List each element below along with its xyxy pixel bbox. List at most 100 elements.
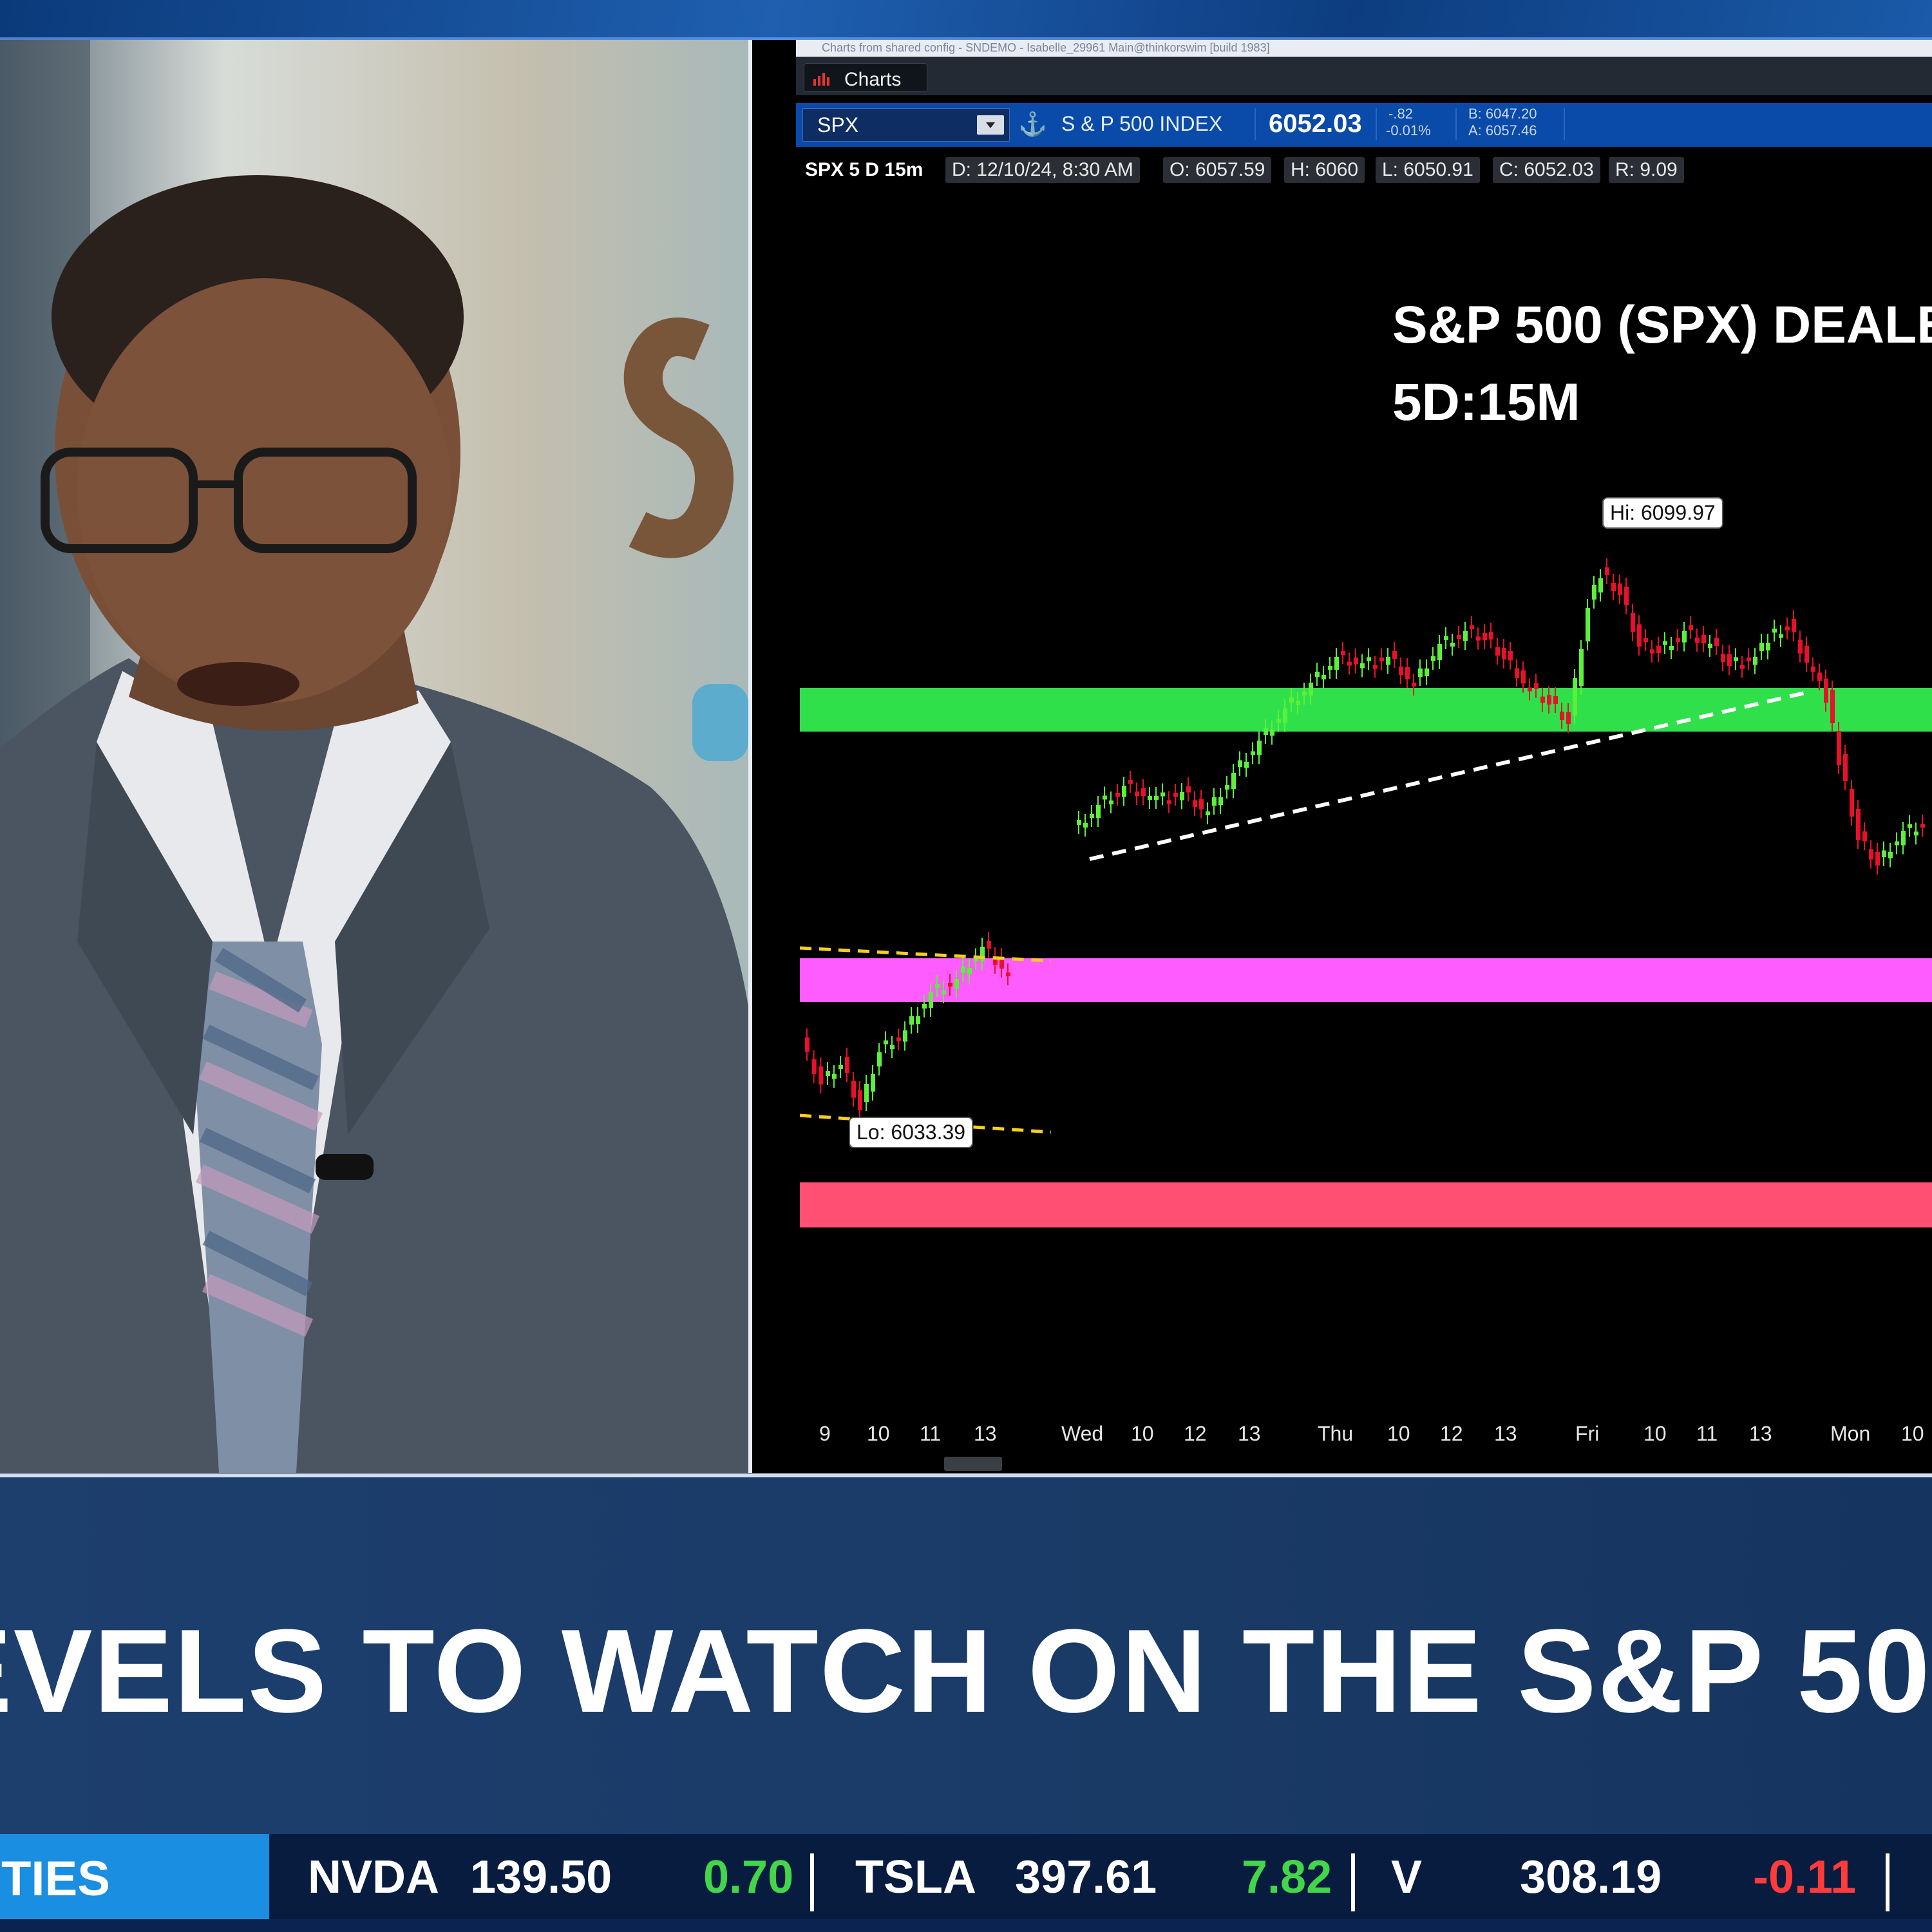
candle-body: [916, 1016, 920, 1024]
candle-body: [1689, 625, 1693, 630]
percent-change: -0.01%: [1386, 122, 1431, 138]
candle-body: [1096, 805, 1101, 818]
candle-body: [1586, 608, 1590, 641]
x-tick: Mon: [1830, 1422, 1871, 1445]
x-tick: 12: [1184, 1422, 1207, 1445]
candle-body: [1914, 831, 1918, 836]
x-tick: 10: [867, 1422, 890, 1445]
candles-group: [805, 558, 1925, 1119]
x-tick: Thu: [1318, 1422, 1354, 1445]
chart-info-bar: SPX 5 D 15m D: 12/10/24, 8:30 AM O: 6057…: [796, 153, 1932, 187]
candle-body: [858, 1090, 862, 1110]
candle-body: [1431, 656, 1435, 661]
candle-body: [896, 1037, 901, 1041]
candle-body: [1218, 797, 1223, 805]
horizontal-scrollbar[interactable]: [944, 1457, 1002, 1471]
ticker-price: 139.50: [470, 1852, 612, 1903]
candle-body: [1231, 773, 1236, 789]
candle-body: [1740, 665, 1745, 669]
link-icon[interactable]: ⚓: [1018, 111, 1047, 137]
candle-body: [1354, 658, 1358, 665]
candle-body: [826, 1071, 830, 1076]
info-range: R: 9.09: [1609, 157, 1684, 183]
candle-body: [1476, 636, 1481, 641]
candle-body: [1895, 841, 1899, 846]
red-zone: [800, 1182, 1932, 1227]
candle-body: [1766, 643, 1770, 650]
candle-body: [1547, 695, 1551, 705]
candle-body: [1212, 797, 1217, 806]
candle-body: [877, 1052, 882, 1066]
candle-body: [1508, 651, 1513, 661]
candle-body: [1160, 792, 1165, 797]
lower-third-rule: [0, 1473, 1932, 1477]
x-tick: 9: [819, 1422, 831, 1445]
candle-body: [1289, 697, 1294, 703]
separator: [1255, 108, 1256, 140]
candle-body: [1482, 632, 1487, 640]
candle-body: [1276, 719, 1281, 723]
ticker-separator: [1886, 1853, 1889, 1911]
candle-body: [1637, 624, 1642, 647]
candle-body: [1450, 643, 1455, 647]
candle-body: [1920, 824, 1925, 828]
candle-body: [1225, 785, 1229, 790]
candle-body: [1643, 638, 1648, 642]
candle-body: [1264, 728, 1268, 735]
x-tick: 13: [1238, 1422, 1261, 1445]
candle-body: [1360, 663, 1365, 668]
candle-body: [1869, 849, 1873, 860]
info-close: C: 6052.03: [1493, 157, 1600, 183]
candle-body: [864, 1084, 869, 1102]
candle-body: [1489, 632, 1493, 639]
chart-canvas[interactable]: [800, 194, 1932, 1418]
window-titlebar: Charts from shared config - SNDEMO - Isa…: [796, 40, 1932, 57]
candle-body: [1618, 583, 1622, 595]
separator: [1564, 108, 1565, 140]
candle-body: [1109, 800, 1113, 804]
candle-body: [1379, 658, 1384, 661]
x-tick: 11: [920, 1422, 942, 1445]
candle-body: [1006, 972, 1010, 976]
candle-body: [1695, 638, 1700, 643]
x-tick: 13: [1749, 1422, 1772, 1445]
candle-body: [1437, 644, 1442, 660]
tab-charts[interactable]: Charts: [804, 63, 927, 91]
candle-body: [1315, 672, 1320, 677]
candle-body: [1553, 696, 1558, 704]
chart-window: Charts from shared config - SNDEMO - Isa…: [796, 40, 1932, 1473]
window-title: Charts from shared config - SNDEMO - Isa…: [822, 41, 1270, 54]
candle-body: [1470, 625, 1474, 629]
x-tick: 13: [1494, 1422, 1517, 1445]
upper-channel-line: [800, 946, 1052, 963]
candle-body: [1882, 850, 1886, 857]
candle-body: [1824, 678, 1828, 703]
presenter-image: [0, 40, 748, 1473]
candle-body: [1676, 638, 1680, 642]
rising-trendline: [1089, 691, 1805, 861]
lower-third: EVELS TO WATCH ON THE S&P 500: [0, 1473, 1932, 1834]
candle-body: [1302, 692, 1307, 696]
magenta-zone: [800, 958, 1932, 1002]
candle-body: [1701, 635, 1706, 643]
separator: [1455, 108, 1457, 140]
candle-body: [1296, 701, 1300, 705]
candle-body: [1251, 751, 1255, 755]
candle-body: [987, 941, 991, 949]
price-chart[interactable]: S&P 500 (SPX) DEALER I 5D:15M Hi: 6099.9…: [800, 194, 1932, 1445]
tab-charts-label: Charts: [844, 69, 902, 90]
candle-body: [1154, 796, 1159, 800]
candle-body: [1631, 612, 1635, 632]
ticker-change: -0.11: [1753, 1852, 1857, 1903]
window-gap: [752, 40, 796, 1473]
symbol-input[interactable]: SPX: [802, 108, 1010, 142]
candle-body: [1122, 786, 1126, 797]
ticker-separator: [1351, 1853, 1355, 1911]
chevron-down-icon[interactable]: [977, 115, 1004, 135]
stock-ticker: UITIES NVDA 139.50 0.70 TSLA 397.61 7.82…: [0, 1834, 1932, 1932]
candle-body: [1341, 651, 1345, 655]
candle-body: [1804, 645, 1809, 663]
ticker-symbol: NVDA: [308, 1852, 440, 1903]
candle-body: [954, 979, 959, 989]
candle-body: [1444, 636, 1448, 640]
